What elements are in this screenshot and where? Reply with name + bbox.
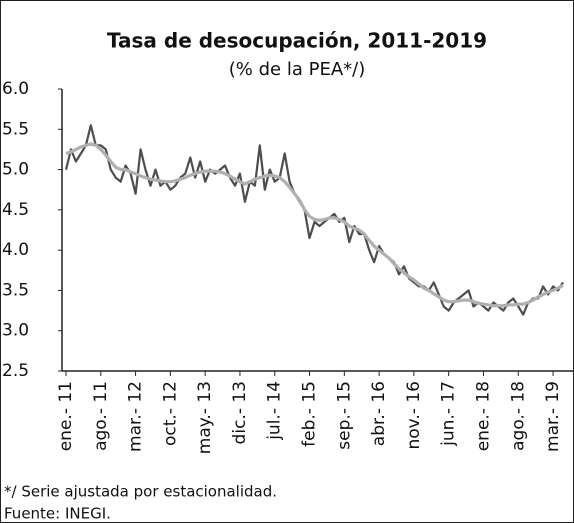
x-tick-label: sep.- 15	[334, 381, 354, 450]
x-tick-label: mar.- 12	[126, 381, 146, 452]
x-tick-label: nov.- 16	[404, 381, 424, 450]
x-tick-label: ene.- 11	[56, 381, 76, 451]
x-tick-label: abr.- 16	[369, 381, 389, 446]
x-tick-label: dic.- 13	[230, 381, 250, 444]
x-tick-label: may.- 13	[195, 381, 215, 454]
y-tick-label: 3.0	[2, 321, 29, 341]
x-tick-label: jul.- 14	[265, 381, 285, 441]
y-tick-label: 6.0	[2, 79, 29, 99]
y-tick-label: 2.5	[2, 361, 29, 381]
x-tick-label: feb.- 15	[300, 381, 320, 447]
chart-subtitle: (% de la PEA*/)	[229, 59, 365, 80]
footnote: */ Serie ajustada por estacionalidad.	[4, 483, 277, 501]
x-tick-label: oct.- 12	[160, 381, 180, 446]
y-tick-label: 4.0	[2, 240, 29, 260]
x-tick-label: ene.- 18	[473, 381, 493, 451]
x-tick-label: mar.- 19	[543, 381, 563, 452]
x-tick-label: ago.- 18	[508, 381, 528, 451]
chart-title: Tasa de desocupación, 2011-2019	[107, 29, 487, 53]
x-tick-label: ago.- 11	[91, 381, 111, 451]
y-tick-label: 3.5	[2, 280, 29, 300]
y-tick-label: 5.0	[2, 160, 29, 180]
line-series	[65, 142, 564, 308]
y-tick-label: 5.5	[2, 119, 29, 139]
y-tick-label: 4.5	[2, 200, 29, 220]
source: Fuente: INEGI.	[4, 505, 111, 523]
x-tick-label: jun.- 17	[439, 381, 459, 447]
